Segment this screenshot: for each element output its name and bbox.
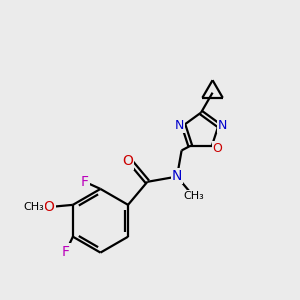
- Text: O: O: [44, 200, 55, 214]
- Text: CH₃: CH₃: [24, 202, 44, 212]
- Text: O: O: [122, 154, 133, 168]
- Text: F: F: [62, 244, 70, 259]
- Text: O: O: [213, 142, 223, 155]
- Text: N: N: [172, 169, 182, 183]
- Text: N: N: [175, 119, 184, 132]
- Text: N: N: [218, 119, 227, 132]
- Text: CH₃: CH₃: [183, 191, 204, 201]
- Text: F: F: [80, 175, 88, 189]
